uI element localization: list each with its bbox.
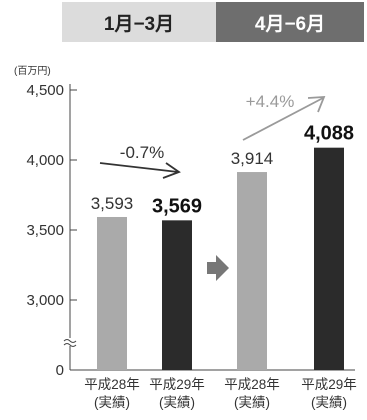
bar-value-label: 3,593	[91, 194, 134, 213]
y-tick-label: 4,000	[26, 152, 64, 169]
axis-break-mark	[63, 339, 77, 343]
bar	[314, 147, 344, 370]
category-label: 平成29年	[301, 377, 357, 392]
unit-label: (百万円)	[14, 66, 51, 77]
transition-arrow-icon	[207, 255, 229, 281]
bar	[237, 172, 267, 370]
period-header-q2: 4月−6月	[216, 2, 364, 42]
category-label: (実績)	[159, 395, 195, 410]
category-label: (実績)	[94, 395, 130, 410]
change-label-q1: -0.7%	[120, 143, 164, 162]
category-label: 平成28年	[224, 377, 280, 392]
change-arrow-head-q2	[307, 96, 326, 113]
category-label: (実績)	[234, 395, 270, 410]
y-tick-label: 4,500	[26, 82, 64, 99]
y-tick-label-zero: 0	[56, 362, 64, 379]
category-label: 平成28年	[84, 377, 140, 392]
category-label: 平成29年	[149, 377, 205, 392]
bar	[97, 216, 127, 370]
category-label: (実績)	[311, 395, 347, 410]
change-arrow-q1	[99, 162, 179, 173]
period-header-q1: 1月−3月	[62, 2, 216, 42]
y-tick-label: 3,500	[26, 222, 64, 239]
axis-break-gap	[64, 338, 76, 346]
change-arrow-q2	[242, 97, 324, 141]
change-label-q2: +4.4%	[246, 92, 295, 111]
change-arrow-head-q1	[162, 162, 181, 179]
axis-break-mark	[63, 343, 77, 347]
bar-value-label: 4,088	[304, 123, 354, 145]
bar	[162, 220, 192, 370]
bar-value-label: 3,914	[231, 149, 274, 168]
y-tick-label: 3,000	[26, 292, 64, 309]
bar-value-label: 3,569	[152, 195, 202, 217]
